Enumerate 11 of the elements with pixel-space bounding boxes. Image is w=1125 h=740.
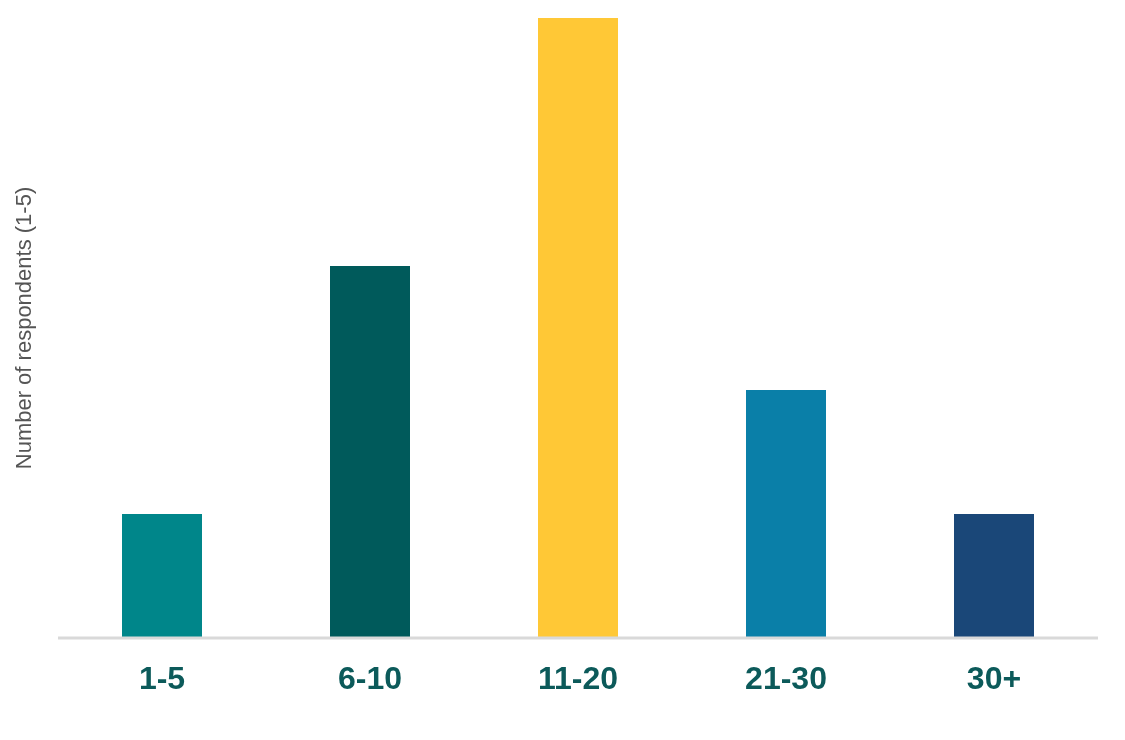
- bar: [746, 390, 826, 638]
- y-axis-title: Number of respondents (1-5): [10, 186, 36, 470]
- x-tick-label: 11-20: [537, 659, 619, 696]
- bar: [122, 514, 202, 638]
- bar: [954, 514, 1034, 638]
- x-tick-label: 30+: [966, 659, 1022, 696]
- bar: [330, 266, 410, 638]
- x-tick-label: 21-30: [745, 659, 827, 696]
- bar: [538, 18, 618, 638]
- x-tick-label: 6-10: [337, 659, 403, 696]
- x-tick-label: 1-5: [138, 659, 186, 696]
